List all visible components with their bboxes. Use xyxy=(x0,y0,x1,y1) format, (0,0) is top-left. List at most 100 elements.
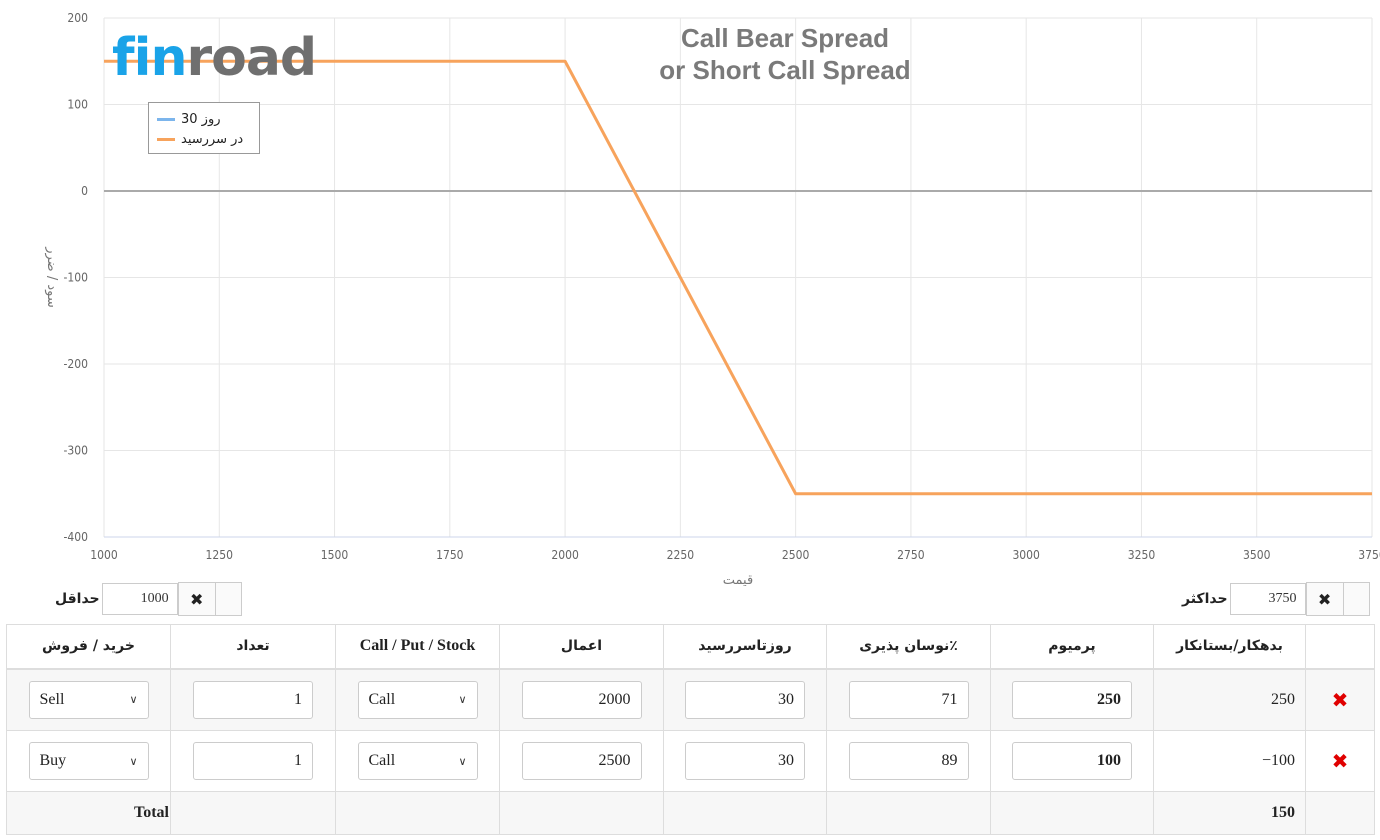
header-premium: پرمیوم xyxy=(990,624,1154,670)
y-tick-label: 0 xyxy=(81,184,88,198)
quantity-input[interactable]: 1 xyxy=(193,680,313,719)
legend-item-30-days[interactable]: روز 30 xyxy=(157,109,251,129)
side-select[interactable]: Buy ∨ xyxy=(28,742,149,780)
x-tick-label: 2250 xyxy=(667,548,695,562)
x-tick-label: 2500 xyxy=(782,548,810,562)
chart-subtitle: or Short Call Spread xyxy=(659,55,911,85)
debit-credit-text: 250 xyxy=(1271,690,1295,708)
x-tick-label: 2000 xyxy=(551,548,579,562)
debit-credit-text: −100 xyxy=(1261,752,1295,769)
total-empty-cell xyxy=(499,791,664,835)
x-tick-label: 1000 xyxy=(90,548,118,562)
header-delete xyxy=(1305,624,1375,670)
type-cell: Call ∨ xyxy=(335,668,500,731)
legend-item-expiry[interactable]: در سررسید xyxy=(157,129,251,149)
debit-credit-value: 250 xyxy=(1153,668,1306,731)
total-label: Total xyxy=(6,791,171,835)
quantity-cell: 1 xyxy=(170,668,336,731)
y-axis-title: سود / ضرر xyxy=(44,246,59,308)
y-tick-label: 200 xyxy=(67,11,88,25)
type-cell: Call ∨ xyxy=(335,730,500,792)
x-tick-label: 1250 xyxy=(206,548,234,562)
chevron-down-icon: ∨ xyxy=(129,754,138,768)
volatility-input[interactable]: 89 xyxy=(848,742,969,780)
strike-input[interactable]: 2500 xyxy=(521,742,642,780)
premium-input[interactable]: 250 xyxy=(1012,680,1132,719)
chevron-down-icon: ∨ xyxy=(458,754,467,768)
chevron-down-icon: ∨ xyxy=(129,693,138,707)
min-clear-button[interactable]: ✖ xyxy=(177,582,216,616)
header-side: خرید / فروش xyxy=(6,624,171,670)
debit-credit-value: −100 xyxy=(1153,730,1306,792)
y-tick-label: -100 xyxy=(64,271,89,285)
x-tick-label: 3250 xyxy=(1128,548,1156,562)
premium-cell: 100 xyxy=(990,730,1154,792)
days-input[interactable]: 30 xyxy=(685,680,805,719)
legend-swatch-orange xyxy=(157,137,175,141)
x-tick-label: 2750 xyxy=(897,548,925,562)
header-days: روزتاسررسید xyxy=(663,624,827,670)
side-cell: Sell ∨ xyxy=(6,668,171,731)
delete-icon[interactable]: ✖ xyxy=(1331,749,1349,773)
y-tick-label: -200 xyxy=(64,357,89,371)
header-quantity: تعداد xyxy=(170,624,336,670)
legend-label: در سررسید xyxy=(181,131,244,147)
legend-label: روز 30 xyxy=(181,111,221,127)
side-select-value: Sell xyxy=(39,690,65,708)
side-select-value: Buy xyxy=(39,752,67,769)
y-tick-label: -400 xyxy=(64,530,89,544)
type-select[interactable]: Call ∨ xyxy=(357,680,478,719)
header-type: Call / Put / Stock xyxy=(335,624,500,670)
total-empty-cell xyxy=(826,791,991,835)
strike-cell: 2000 xyxy=(499,668,664,731)
side-cell: Buy ∨ xyxy=(6,730,171,792)
total-label-text: Total xyxy=(134,804,169,821)
premium-cell: 250 xyxy=(990,668,1154,731)
series-line-1 xyxy=(104,59,1372,496)
x-tick-label: 3500 xyxy=(1243,548,1271,562)
chart-legend: روز 30 در سررسید xyxy=(148,102,260,154)
max-clear-button[interactable]: ✖ xyxy=(1305,582,1344,616)
volatility-input[interactable]: 71 xyxy=(848,680,969,719)
total-empty-cell xyxy=(170,791,336,835)
total-empty-cell xyxy=(335,791,500,835)
chevron-down-icon: ∨ xyxy=(458,693,467,707)
min-input[interactable] xyxy=(101,583,178,615)
total-empty-cell xyxy=(990,791,1154,835)
x-tick-label: 1750 xyxy=(436,548,464,562)
min-extra-button[interactable] xyxy=(215,582,242,616)
x-tick-label: 3000 xyxy=(1012,548,1040,562)
max-extra-button[interactable] xyxy=(1343,582,1370,616)
strike-input[interactable]: 2000 xyxy=(521,680,642,719)
days-input[interactable]: 30 xyxy=(685,742,805,780)
max-range-control: حداکثر ✖ xyxy=(1182,582,1370,616)
side-select[interactable]: Sell ∨ xyxy=(28,680,149,719)
min-range-control: حداقل ✖ xyxy=(55,582,242,616)
days-cell: 30 xyxy=(663,668,827,731)
total-row: 150 Total xyxy=(6,791,1375,835)
total-empty-cell xyxy=(663,791,827,835)
header-volatility: ٪نوسان پذیری xyxy=(826,624,991,670)
close-icon: ✖ xyxy=(1317,589,1332,609)
volatility-cell: 89 xyxy=(826,730,991,792)
delete-icon[interactable]: ✖ xyxy=(1331,687,1349,712)
y-tick-label: 100 xyxy=(67,98,88,112)
total-empty-cell xyxy=(1305,791,1375,835)
header-debit-credit: بدهکار/بستانکار xyxy=(1153,624,1306,670)
delete-cell: ✖ xyxy=(1305,668,1375,731)
strike-cell: 2500 xyxy=(499,730,664,792)
type-select-value: Call xyxy=(368,752,396,769)
premium-input[interactable]: 100 xyxy=(1012,742,1132,780)
x-tick-label: 3750 xyxy=(1358,548,1380,562)
positions-table: بدهکار/بستانکار پرمیوم ٪نوسان پذیری روزت… xyxy=(6,624,1375,835)
max-input[interactable] xyxy=(1229,583,1306,615)
min-label: حداقل xyxy=(55,591,100,607)
table-row: ✖ 250 250 71 30 2000 Call ∨ 1 Sell ∨ xyxy=(6,668,1375,731)
chart-canvas: 1000 1250 1500 1750 2000 2250 2500 2750 3000 3250… xyxy=(44,11,1380,588)
type-select[interactable]: Call ∨ xyxy=(357,742,478,780)
quantity-input[interactable]: 1 xyxy=(193,742,313,780)
total-value: 150 xyxy=(1153,791,1306,835)
close-icon: ✖ xyxy=(189,589,204,609)
max-label: حداکثر xyxy=(1182,591,1228,607)
table-row: ✖ −100 100 89 30 2500 Call ∨ 1 Buy ∨ xyxy=(6,730,1375,792)
